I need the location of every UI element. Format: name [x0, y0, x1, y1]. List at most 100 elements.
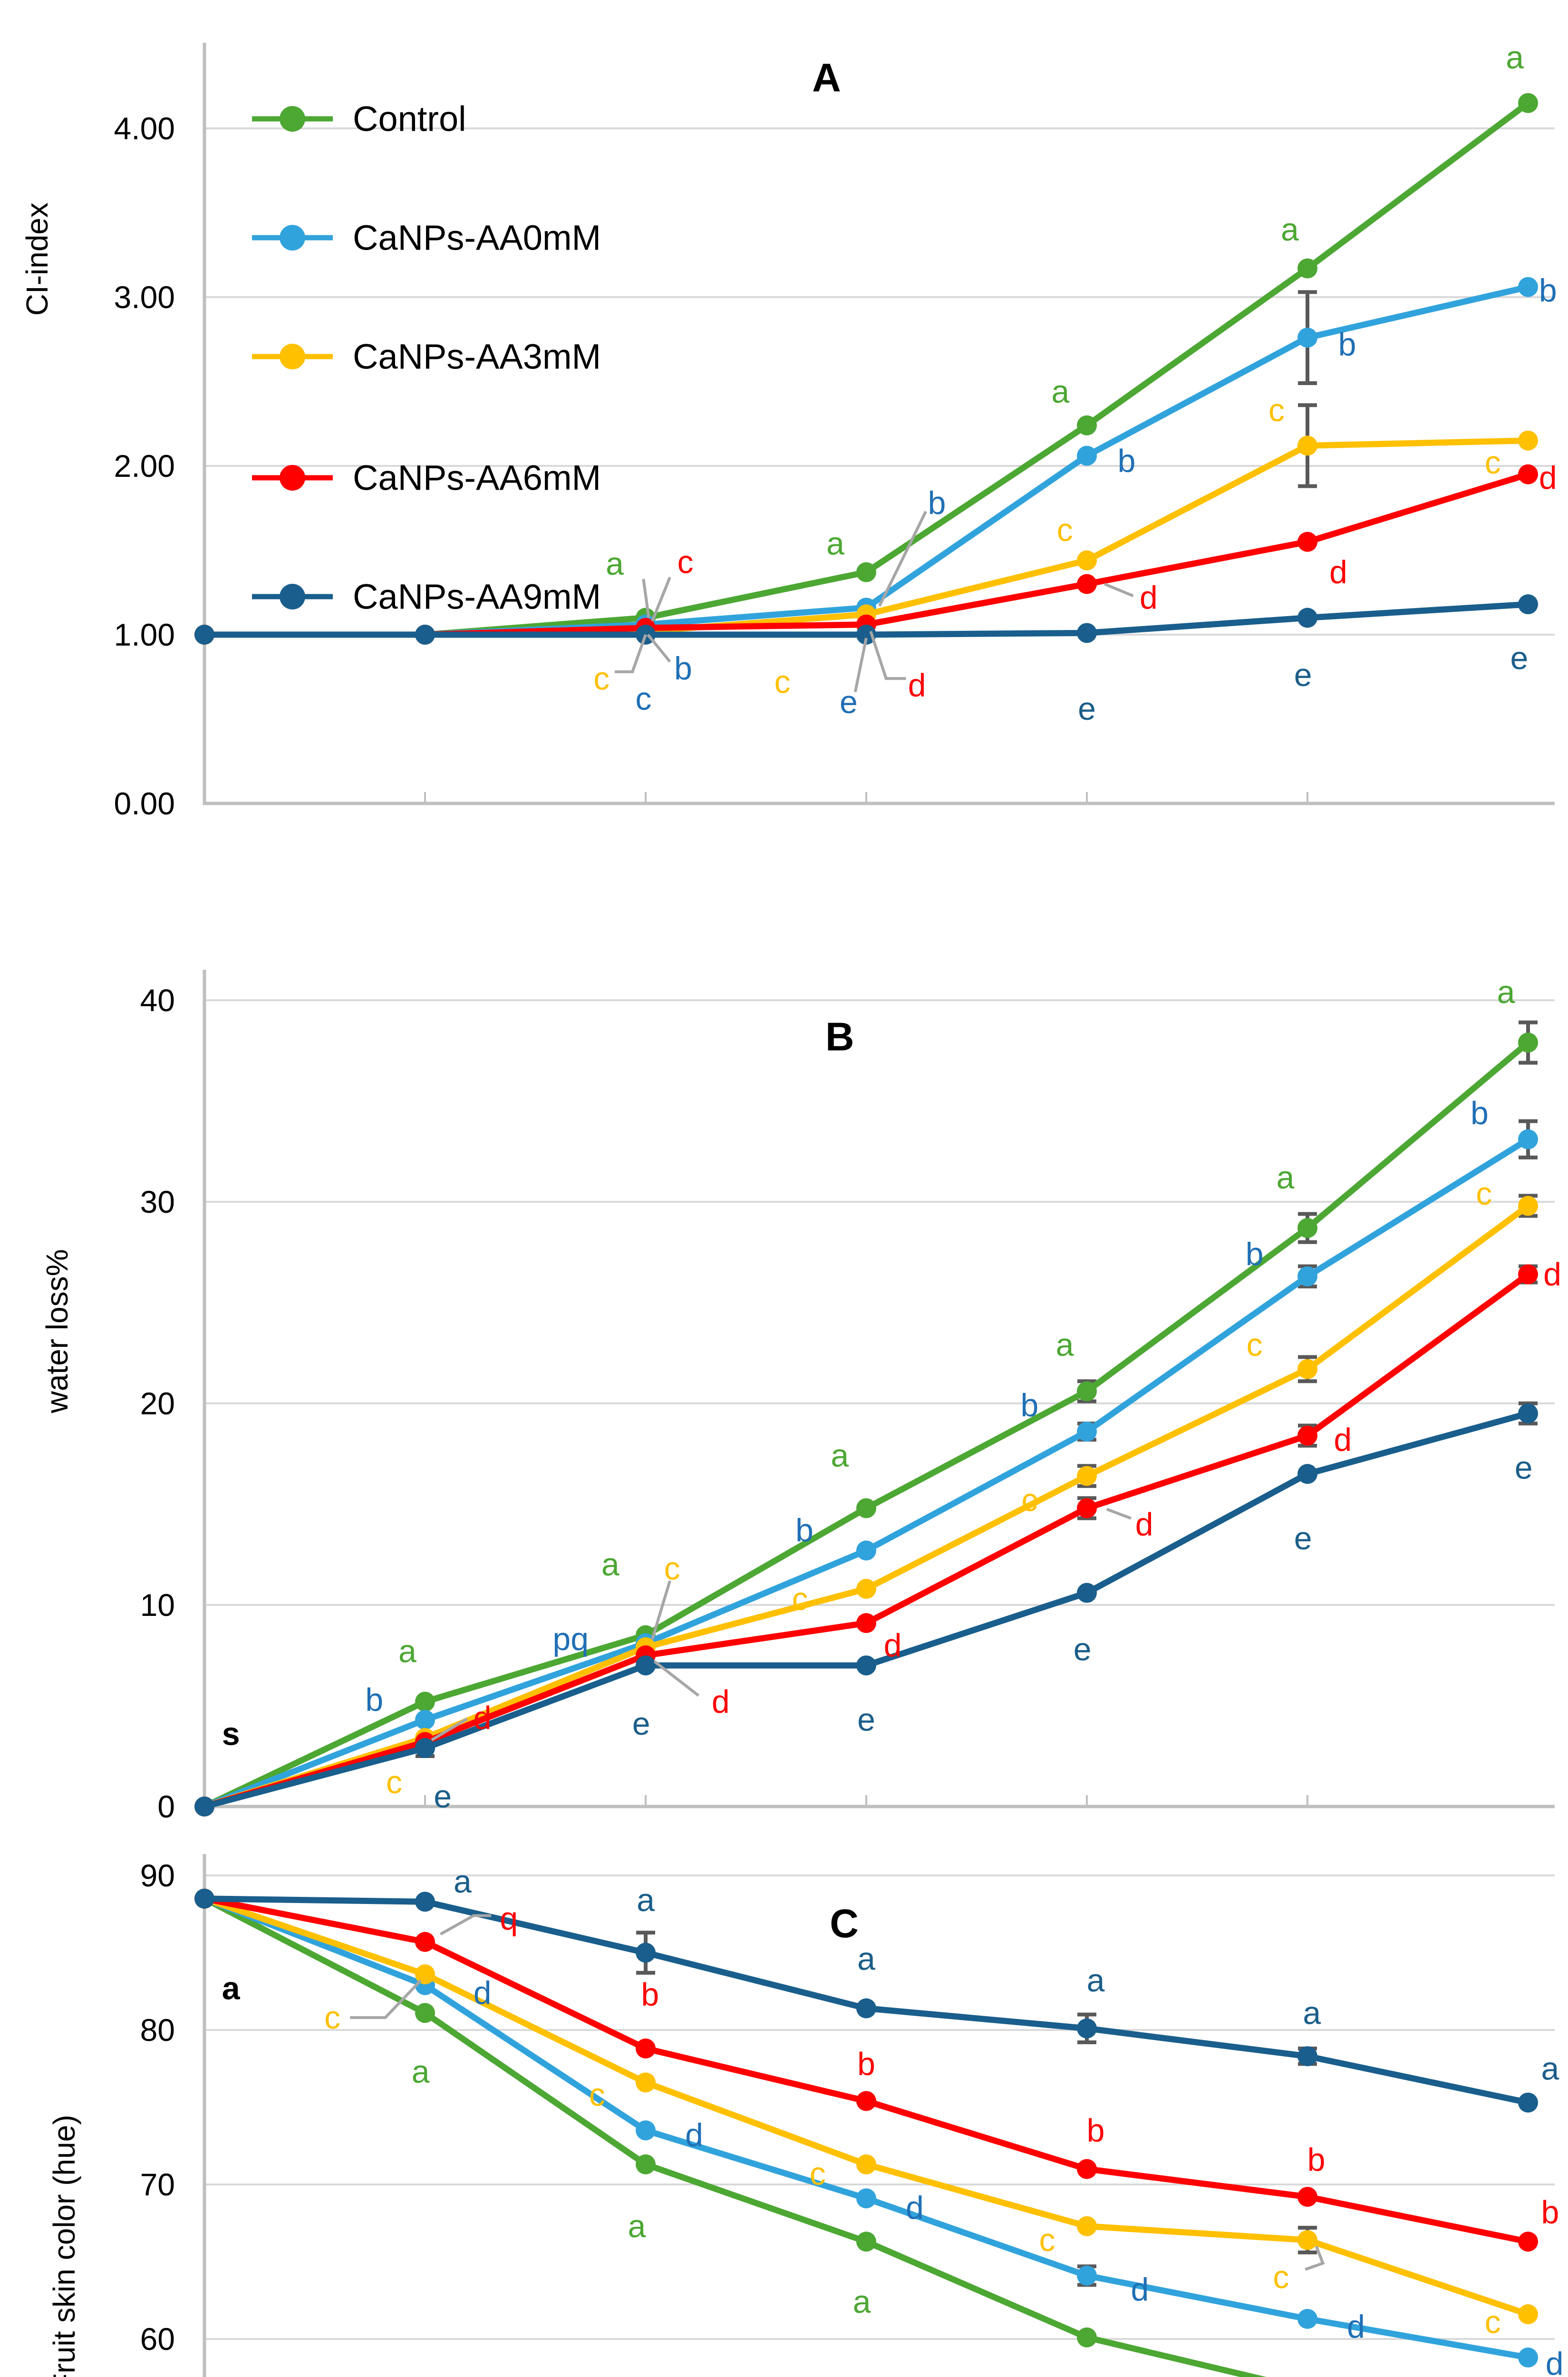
- data-point-control-day15: [856, 2232, 876, 2252]
- y-tick-label: 4.00: [114, 111, 175, 146]
- data-point-aa6-day5: [415, 1932, 435, 1952]
- data-point-control-day25: [1297, 258, 1317, 279]
- panel-C: 405060708090aaqcdaabcdaabcdaabcdaabcdaab…: [47, 1854, 1564, 2377]
- data-point-control-day20: [1077, 2327, 1097, 2348]
- significance-letter: e: [1294, 657, 1312, 693]
- data-point-aa3-day30: [1518, 2304, 1538, 2324]
- significance-letter: c: [678, 544, 694, 580]
- legend-marker-aa0: [280, 225, 305, 251]
- y-tick-label: 20: [140, 1386, 175, 1421]
- data-point-aa3-day30: [1518, 1196, 1538, 1216]
- data-point-aa9-day30: [1518, 2092, 1538, 2113]
- significance-letter: a: [628, 2208, 646, 2244]
- legend-item-aa9: CaNPs-AA9mM: [252, 577, 601, 617]
- data-point-aa9-day30: [1518, 594, 1538, 615]
- data-point-aa0-day15: [856, 1540, 876, 1561]
- data-point-aa3-day30: [1518, 430, 1538, 451]
- significance-letter: b: [1338, 326, 1356, 362]
- significance-letter: d: [1543, 1256, 1561, 1293]
- data-point-aa0-day15: [856, 2188, 876, 2209]
- legend-label-aa6: CaNPs-AA6mM: [353, 458, 601, 498]
- y-tick-label: 0.00: [114, 786, 175, 821]
- data-point-aa9-day25: [1297, 1464, 1317, 1484]
- data-point-aa0-day25: [1297, 2309, 1317, 2329]
- data-point-aa0-day30: [1518, 2348, 1538, 2367]
- significance-letter: b: [857, 2046, 875, 2082]
- data-point-aa0-day10: [636, 2120, 656, 2141]
- data-point-control-day20: [1077, 415, 1097, 435]
- significance-letter: a: [606, 546, 624, 582]
- significance-letter: b: [1307, 2142, 1326, 2178]
- data-point-aa9-day15: [856, 625, 876, 645]
- legend: Control CaNPs-AA0mM CaNPs-AA3mM CaNPs-AA6mM…: [252, 99, 601, 617]
- significance-letter: b: [1471, 1095, 1489, 1131]
- y-tick-label: 1.00: [114, 617, 175, 652]
- significance-letter: e: [434, 1778, 452, 1815]
- y-tick-label: 3.00: [114, 280, 175, 315]
- significance-letter: c: [635, 681, 651, 717]
- data-point-aa0-day25: [1297, 328, 1317, 348]
- data-point-aa3-day5: [415, 1964, 435, 1984]
- y-tick-label: 0: [157, 1789, 175, 1824]
- series-aa9: [194, 594, 1538, 645]
- leader-line: [651, 577, 671, 622]
- data-point-aa0-day30: [1518, 277, 1538, 297]
- data-point-aa9-day15: [856, 1655, 876, 1676]
- data-point-control-day25: [1297, 1218, 1317, 1238]
- significance-letter: b: [641, 1976, 659, 2012]
- data-point-control-day15: [856, 1498, 876, 1518]
- significance-letter: q: [500, 1901, 518, 1937]
- significance-letter: a: [1506, 39, 1524, 76]
- data-point-aa0-day30: [1518, 1129, 1538, 1150]
- data-point-aa6-day25: [1297, 1425, 1317, 1446]
- data-point-control-day10: [636, 2154, 656, 2174]
- y-tick-label: 10: [140, 1587, 175, 1623]
- y-axis-title-C: Fruit skin color (hue): [47, 2115, 81, 2377]
- data-point-aa0-day25: [1297, 1266, 1317, 1286]
- data-point-aa6-day30: [1518, 1264, 1538, 1285]
- significance-letter: b: [1541, 2194, 1559, 2231]
- data-point-aa6-day20: [1077, 574, 1097, 594]
- significance-letter: a: [1281, 212, 1299, 248]
- data-point-aa6-day30: [1518, 2232, 1538, 2252]
- significance-letter: d: [474, 1975, 492, 2011]
- significance-letter: b: [1539, 272, 1557, 309]
- data-point-aa9-day0: [194, 1797, 214, 1817]
- series-aa9: [194, 1403, 1538, 1817]
- panel-title-A: A: [812, 56, 841, 100]
- significance-letter: d: [908, 667, 926, 704]
- legend-label-aa9: CaNPs-AA9mM: [353, 577, 601, 617]
- leader-line: [642, 579, 650, 618]
- significance-letter: d: [1546, 2346, 1564, 2377]
- significance-letter: a: [1087, 1962, 1105, 1999]
- data-point-control-day20: [1077, 1381, 1097, 1401]
- data-point-aa9-day0: [194, 1888, 214, 1909]
- significance-letter: d: [1135, 1506, 1153, 1542]
- y-tick-label: 60: [140, 2321, 175, 2357]
- significance-letter: c: [1268, 392, 1285, 428]
- data-point-aa9-day25: [1297, 2046, 1317, 2067]
- significance-letter: e: [1294, 1520, 1312, 1556]
- legend-item-aa0: CaNPs-AA0mM: [252, 218, 601, 258]
- legend-item-control: Control: [252, 99, 466, 139]
- y-tick-label: 2.00: [114, 448, 175, 483]
- data-point-aa9-day25: [1297, 608, 1317, 628]
- data-point-aa6-day25: [1297, 531, 1317, 552]
- significance-letter: a: [454, 1864, 472, 1900]
- significance-letter: b: [795, 1512, 813, 1548]
- legend-label-aa3: CaNPs-AA3mM: [353, 337, 601, 377]
- data-point-aa6-day15: [856, 1613, 876, 1633]
- significance-letter: d: [1334, 1421, 1352, 1458]
- significance-letter: c: [1247, 1327, 1263, 1363]
- significance-letter: c: [1057, 512, 1073, 548]
- data-point-aa3-day25: [1297, 1359, 1317, 1379]
- y-tick-label: 40: [140, 983, 175, 1018]
- significance-letter: a: [857, 1941, 875, 1977]
- data-point-aa0-day20: [1077, 445, 1097, 466]
- series-line-control: [201, 1039, 1531, 1810]
- significance-letter: c: [664, 1551, 680, 1587]
- data-point-aa6-day20: [1077, 2159, 1097, 2179]
- panel-title-C: C: [830, 1901, 859, 1946]
